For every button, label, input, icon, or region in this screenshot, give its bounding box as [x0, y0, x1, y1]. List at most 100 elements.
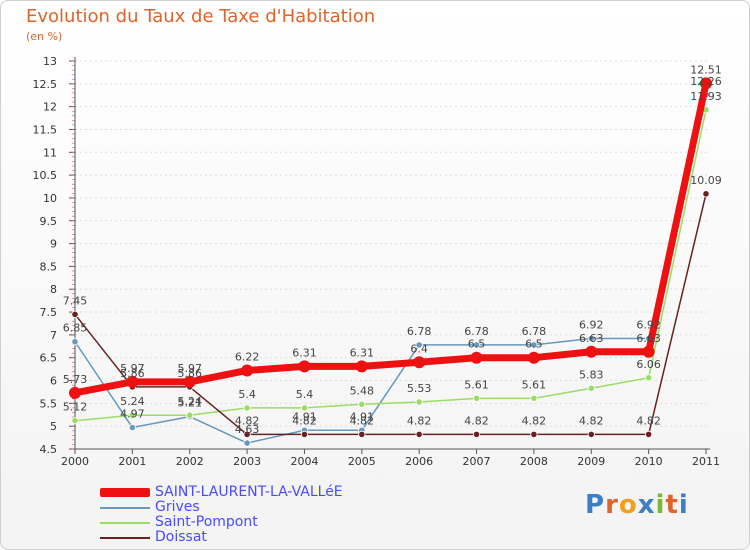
- data-point-saint-laurent-la-vall-e: [642, 345, 655, 358]
- data-point-grives: [243, 439, 251, 447]
- series-line-saint-laurent-la-vall-e: [74, 82, 710, 397]
- y-tick-label: 9.5: [40, 215, 58, 228]
- data-label-grives: 5.21: [177, 397, 202, 410]
- data-point-saint-laurent-la-vall-e: [700, 77, 712, 90]
- x-tick-label: 2007: [463, 455, 491, 468]
- data-label-saint-pompont: 5.61: [464, 378, 489, 391]
- data-point-saint-laurent-la-vall-e: [527, 351, 540, 364]
- x-tick-label: 2011: [692, 455, 720, 468]
- data-label-saint-laurent-la-vall-e: 6.31: [350, 346, 375, 359]
- x-tick-label: 2004: [290, 455, 318, 468]
- y-tick-label: 6: [50, 375, 57, 388]
- data-label-grives: 4.97: [120, 408, 145, 421]
- data-label-saint-pompont: 5.24: [120, 395, 145, 408]
- data-label-grives: 6.92: [636, 319, 661, 332]
- data-point-doissat: [645, 430, 653, 438]
- data-label-grives: 4.91: [292, 410, 317, 423]
- data-point-saint-pompont: [243, 404, 251, 412]
- x-tick-label: 2008: [520, 455, 548, 468]
- data-label-saint-laurent-la-vall-e: 5.97: [120, 362, 145, 375]
- y-tick-label: 6.5: [40, 352, 58, 365]
- data-label-doissat: 4.82: [407, 414, 432, 427]
- y-tick-label: 8: [50, 283, 57, 296]
- data-label-doissat: 4.82: [579, 414, 604, 427]
- data-point-saint-pompont: [186, 411, 194, 419]
- chart-title: Evolution du Taux de Taxe d'Habitation: [26, 6, 376, 27]
- data-label-saint-pompont: 6.06: [636, 358, 661, 371]
- data-label-doissat: 4.82: [292, 414, 317, 427]
- data-label-grives: 6.78: [407, 325, 432, 338]
- data-point-grives: [415, 341, 423, 349]
- data-point-saint-pompont: [300, 404, 309, 412]
- y-tick-label: 9: [50, 238, 57, 251]
- legend-label-saint-pompont: Saint-Pompont: [155, 514, 258, 530]
- data-label-grives: 6.78: [522, 325, 547, 338]
- y-tick-label: 5.5: [40, 397, 58, 410]
- legend-swatch-saint-pompont: [100, 522, 150, 524]
- data-label-doissat: 7.45: [63, 294, 88, 307]
- data-label-saint-laurent-la-vall-e: 6.4: [410, 342, 428, 355]
- data-label-saint-pompont: 11.93: [690, 90, 722, 103]
- data-point-saint-laurent-la-vall-e: [183, 375, 196, 388]
- x-tick-label: 2003: [233, 455, 261, 468]
- legend-swatch-doissat: [100, 537, 150, 539]
- data-point-doissat: [530, 430, 538, 438]
- y-tick-label: 10.5: [33, 169, 58, 182]
- x-tick-label: 2005: [348, 455, 376, 468]
- legend-swatch-grives: [100, 507, 150, 509]
- data-label-saint-pompont: 5.24: [177, 395, 202, 408]
- data-point-grives: [530, 341, 538, 349]
- legend-label-doissat: Doissat: [155, 529, 207, 545]
- y-tick-labels: 4.5 5 5.5 6 6.5 7 7.5 8 8.5 9 9.5 10 10.5 11 11.5 12 12.…: [33, 55, 58, 456]
- y-tick-label: 10: [43, 192, 57, 205]
- data-label-saint-laurent-la-vall-e: 6.63: [579, 332, 604, 345]
- series-lines: [69, 77, 712, 447]
- logo-letter: x: [637, 490, 656, 520]
- data-point-saint-laurent-la-vall-e: [241, 364, 254, 377]
- y-tick-label: 13: [43, 55, 57, 68]
- y-tick-label: 7.5: [40, 306, 58, 319]
- data-label-grives: 4.63: [235, 423, 260, 436]
- data-label-saint-laurent-la-vall-e: 6.31: [292, 346, 317, 359]
- y-tick-label: 11.5: [33, 123, 58, 136]
- data-label-saint-pompont: 5.48: [350, 384, 375, 397]
- data-label-doissat: 5.86: [177, 367, 202, 380]
- logo-letter: t: [665, 490, 679, 520]
- data-label-saint-laurent-la-vall-e: 6.63: [636, 332, 661, 345]
- legend-label-grives: Grives: [155, 499, 200, 515]
- data-label-saint-pompont: 5.12: [63, 401, 88, 414]
- data-label-saint-pompont: 5.4: [296, 388, 314, 401]
- data-label-doissat: 4.82: [235, 414, 260, 427]
- data-label-grives: 6.85: [63, 322, 88, 335]
- data-point-doissat: [472, 430, 481, 438]
- x-tick-label: 2000: [61, 455, 89, 468]
- data-point-grives: [71, 338, 79, 346]
- data-point-saint-laurent-la-vall-e: [585, 345, 598, 358]
- data-point-saint-pompont: [128, 411, 136, 419]
- chart-subtitle: (en %): [26, 30, 63, 43]
- y-tick-label: 11: [43, 146, 57, 159]
- data-point-saint-laurent-la-vall-e: [126, 375, 139, 388]
- data-point-doissat: [587, 430, 595, 438]
- axes: [69, 57, 710, 454]
- data-label-saint-laurent-la-vall-e: 6.5: [525, 338, 543, 351]
- data-point-doissat: [71, 310, 79, 318]
- proxiti-logo: Proxiti: [585, 490, 689, 520]
- data-label-doissat: 4.82: [350, 414, 375, 427]
- data-labels: 5.73 5.97 5.97 6.22 6.31 6.31 6.4 6.5 6.5 6.63 6.6…: [63, 63, 722, 436]
- data-label-saint-laurent-la-vall-e: 5.97: [177, 362, 202, 375]
- series-line-grives: [74, 94, 707, 444]
- data-point-doissat: [702, 190, 710, 198]
- data-label-grives: 4.91: [350, 410, 375, 423]
- data-label-doissat: 4.82: [636, 414, 661, 427]
- data-point-saint-pompont: [587, 384, 595, 392]
- y-tick-label: 4.5: [40, 443, 58, 456]
- legend-label-saint-laurent: SAINT-LAURENT-LA-VALLéE: [155, 484, 343, 500]
- data-point-saint-pompont: [472, 394, 481, 402]
- y-tick-label: 7: [50, 329, 57, 342]
- data-point-saint-pompont: [71, 417, 79, 425]
- data-point-grives: [472, 341, 481, 349]
- data-label-saint-laurent-la-vall-e: 12.51: [690, 63, 722, 76]
- y-gridlines: [75, 60, 710, 450]
